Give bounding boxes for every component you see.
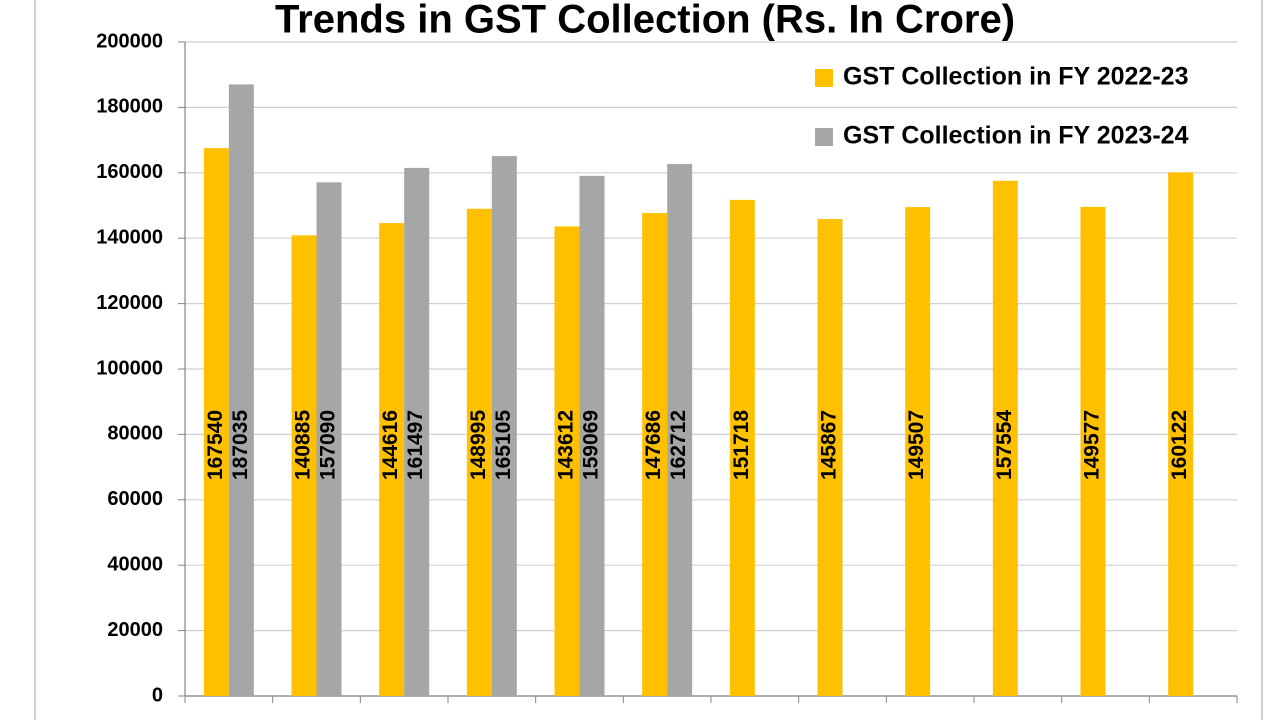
value-label: 149577 xyxy=(1081,410,1104,480)
legend-label: GST Collection in FY 2022-23 xyxy=(843,63,1188,91)
y-tick-label: 180000 xyxy=(96,96,163,118)
bar xyxy=(1080,206,1106,696)
chart-title: Trends in GST Collection (Rs. In Crore) xyxy=(275,0,1015,42)
value-label: 151718 xyxy=(730,410,753,480)
bar xyxy=(404,167,430,697)
value-label: 147686 xyxy=(642,410,665,480)
value-label: 187035 xyxy=(229,410,252,480)
bar xyxy=(1168,172,1194,696)
bar xyxy=(729,199,755,696)
legend-label: GST Collection in FY 2023-24 xyxy=(843,122,1189,150)
value-label: 162712 xyxy=(667,410,690,480)
value-label: 144616 xyxy=(379,410,402,480)
legend-swatch xyxy=(815,128,833,146)
y-tick-label: 100000 xyxy=(96,357,163,379)
value-label: 148995 xyxy=(467,410,490,480)
y-tick-label: 200000 xyxy=(96,30,163,52)
value-label: 143612 xyxy=(555,410,578,480)
bar xyxy=(379,223,405,696)
bar xyxy=(291,235,317,697)
y-tick-label: 20000 xyxy=(107,619,163,641)
bar xyxy=(316,182,342,697)
value-label: 161497 xyxy=(404,410,427,480)
value-label: 165105 xyxy=(492,410,515,480)
value-label: 149507 xyxy=(905,410,928,480)
legend-swatch xyxy=(815,69,833,87)
bar xyxy=(817,219,843,697)
y-tick-label: 120000 xyxy=(96,292,163,314)
bar xyxy=(491,156,517,697)
y-tick-label: 160000 xyxy=(96,161,163,183)
y-tick-label: 0 xyxy=(152,684,163,706)
y-tick-label: 60000 xyxy=(107,488,163,510)
bar xyxy=(667,163,693,696)
chart-frame xyxy=(34,0,1263,720)
value-label: 159069 xyxy=(580,410,603,480)
bar xyxy=(203,148,229,697)
value-label: 157090 xyxy=(317,410,340,480)
y-tick-label: 140000 xyxy=(96,226,163,248)
bar xyxy=(579,175,605,697)
y-tick-label: 40000 xyxy=(107,553,163,575)
bar xyxy=(992,180,1018,697)
value-label: 157554 xyxy=(993,410,1016,480)
value-label: 160122 xyxy=(1168,410,1191,480)
value-label: 167540 xyxy=(204,410,227,480)
bar xyxy=(228,84,254,696)
bar xyxy=(905,207,931,696)
value-label: 140885 xyxy=(292,410,315,480)
bar xyxy=(466,208,492,696)
value-label: 145867 xyxy=(818,410,841,480)
y-tick-label: 80000 xyxy=(107,423,163,445)
bar xyxy=(642,213,668,696)
bar xyxy=(554,226,580,696)
